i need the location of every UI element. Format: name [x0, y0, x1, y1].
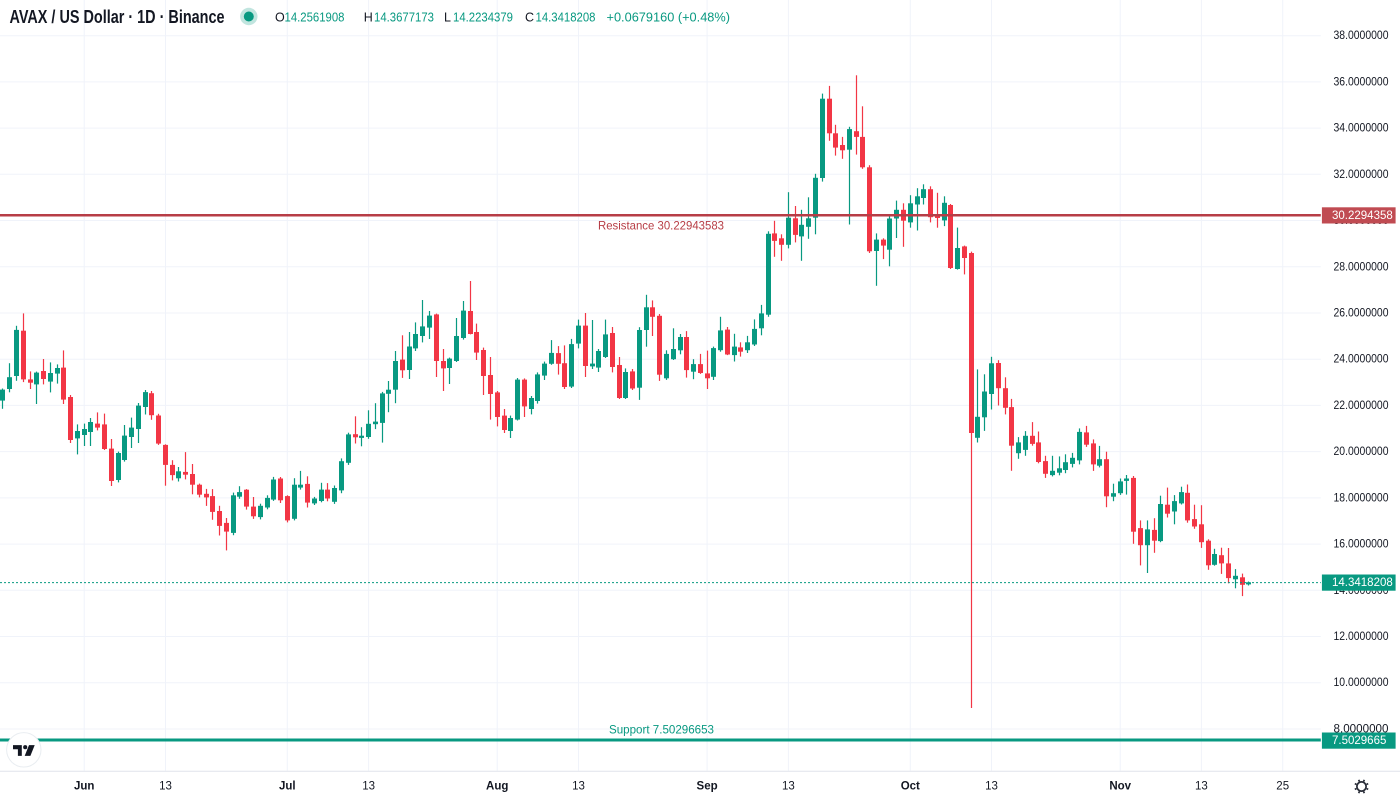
svg-text:24.0000000: 24.0000000 — [1334, 354, 1389, 366]
svg-text:7.5029665: 7.5029665 — [1332, 735, 1386, 747]
svg-text:13: 13 — [1195, 781, 1208, 793]
svg-text:14.3677173: 14.3677173 — [374, 10, 434, 24]
svg-text:13: 13 — [362, 781, 375, 793]
svg-text:Resistance 30.22943583: Resistance 30.22943583 — [598, 218, 724, 232]
svg-text:36.0000000: 36.0000000 — [1334, 76, 1389, 88]
svg-text:32.0000000: 32.0000000 — [1334, 169, 1389, 181]
svg-text:Jul: Jul — [279, 781, 296, 793]
svg-text:13: 13 — [985, 781, 998, 793]
svg-text:AVAX / US Dollar · 1D · Binanc: AVAX / US Dollar · 1D · Binance — [10, 7, 225, 27]
svg-text:34.0000000: 34.0000000 — [1334, 123, 1389, 135]
svg-text:Jun: Jun — [74, 781, 94, 793]
svg-text:25: 25 — [1276, 781, 1289, 793]
svg-text:13: 13 — [159, 781, 172, 793]
svg-text:14.2561908: 14.2561908 — [285, 10, 345, 24]
svg-text:12.0000000: 12.0000000 — [1334, 631, 1389, 643]
svg-text:Oct: Oct — [901, 781, 920, 793]
svg-text:22.0000000: 22.0000000 — [1334, 400, 1389, 412]
svg-text:14.3418208: 14.3418208 — [1332, 577, 1393, 589]
svg-text:L: L — [444, 10, 451, 24]
svg-text:28.0000000: 28.0000000 — [1334, 261, 1389, 273]
svg-text:H: H — [364, 10, 373, 24]
svg-text:Support 7.50296653: Support 7.50296653 — [609, 723, 714, 737]
svg-text:C: C — [525, 10, 534, 24]
svg-text:30.2294358: 30.2294358 — [1332, 210, 1393, 222]
svg-text:Aug: Aug — [486, 781, 508, 793]
svg-text:O: O — [275, 10, 285, 24]
svg-text:13: 13 — [572, 781, 585, 793]
svg-text:26.0000000: 26.0000000 — [1334, 308, 1389, 320]
svg-text:38.0000000: 38.0000000 — [1334, 30, 1389, 42]
svg-text:14.2234379: 14.2234379 — [453, 10, 513, 24]
svg-text:Sep: Sep — [697, 781, 718, 793]
svg-text:16.0000000: 16.0000000 — [1334, 539, 1389, 551]
svg-text:18.0000000: 18.0000000 — [1334, 492, 1389, 504]
svg-text:10.0000000: 10.0000000 — [1334, 677, 1389, 689]
svg-text:20.0000000: 20.0000000 — [1334, 446, 1389, 458]
svg-text:+0.0679160 (+0.48%): +0.0679160 (+0.48%) — [607, 10, 731, 24]
svg-text:14.3418208: 14.3418208 — [536, 10, 596, 24]
svg-text:13: 13 — [782, 781, 795, 793]
svg-text:Nov: Nov — [1109, 781, 1131, 793]
